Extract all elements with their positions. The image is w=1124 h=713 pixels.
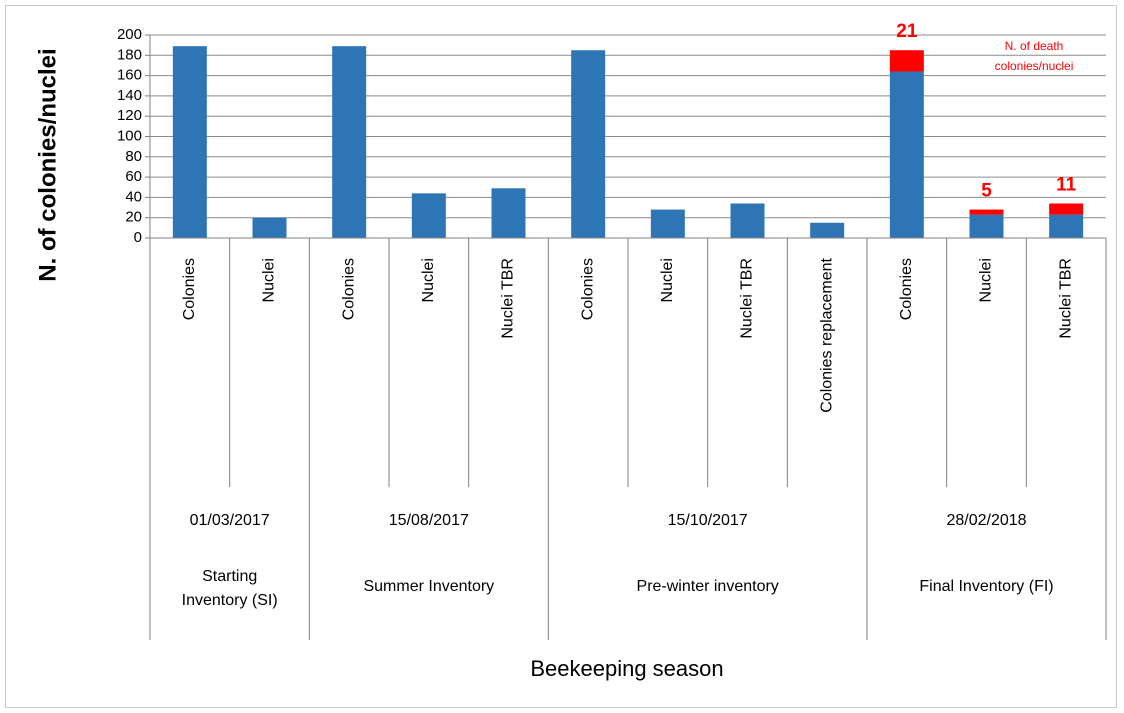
- group-date: 01/03/2017: [190, 512, 270, 529]
- bar-base: [491, 188, 526, 238]
- bar-base: [571, 50, 606, 238]
- bar-base: [332, 46, 367, 238]
- category-label: Nuclei TBR: [1057, 258, 1074, 339]
- bar-base: [810, 222, 845, 238]
- bar-deaths: [1049, 203, 1084, 215]
- bar-base: [252, 217, 287, 238]
- y-tick-label: 140: [117, 87, 142, 104]
- group-name: Final Inventory (FI): [919, 578, 1053, 595]
- group-date: 28/02/2018: [946, 512, 1026, 529]
- category-label: Colonies replacement: [818, 257, 835, 412]
- category-label: Colonies: [579, 258, 596, 320]
- y-tick-label: 180: [117, 46, 142, 63]
- bar-base: [730, 203, 765, 238]
- bar-base: [411, 193, 446, 238]
- group-name: Summer Inventory: [363, 578, 494, 595]
- y-axis-label: N. of colonies/nuclei: [34, 48, 61, 281]
- y-tick-label: 160: [117, 67, 142, 84]
- bar-deaths: [889, 50, 924, 72]
- data-label: 11: [1056, 175, 1077, 196]
- category-label: Colonies: [898, 258, 915, 320]
- bar-base: [650, 209, 685, 238]
- gridlines: [150, 34, 1106, 219]
- y-tick-labels: 0 20 40 60 80 100 120 140 160 180 200: [117, 26, 142, 246]
- y-tick-label: 60: [125, 168, 142, 185]
- x-axis-label: Beekeeping season: [530, 656, 723, 681]
- chart-frame: [5, 5, 1117, 708]
- y-tick-label: 200: [117, 26, 142, 43]
- group-name: Inventory (SI): [182, 592, 278, 609]
- y-tick-label: 0: [134, 229, 142, 246]
- y-tick-label: 100: [117, 127, 142, 144]
- category-label: Nuclei: [261, 258, 278, 302]
- bar-base: [969, 214, 1004, 238]
- category-label: Colonies: [340, 258, 357, 320]
- bar-base: [889, 71, 924, 238]
- data-label: 5: [981, 181, 992, 202]
- group-date: 15/08/2017: [389, 512, 469, 529]
- category-label: Nuclei: [659, 258, 676, 302]
- category-label: Nuclei: [978, 258, 995, 302]
- bar-base: [1049, 214, 1084, 238]
- deaths-annotation-line-2: colonies/nuclei: [995, 59, 1074, 73]
- bars: [172, 46, 1084, 238]
- category-labels: Colonies Nuclei Colonies Nuclei Nuclei TBR Co…: [181, 257, 1074, 412]
- axes: [145, 34, 1107, 640]
- y-tick-label: 40: [125, 188, 142, 205]
- category-label: Nuclei: [420, 258, 437, 302]
- group-date: 15/10/2017: [668, 512, 748, 529]
- data-labels: 21 5 11: [896, 21, 1076, 201]
- category-label: Nuclei TBR: [739, 258, 756, 339]
- bar-base: [172, 46, 207, 238]
- y-tick-label: 20: [125, 209, 142, 226]
- group-name: Starting: [202, 568, 257, 585]
- group-name: Pre-winter inventory: [637, 578, 779, 595]
- category-label: Colonies: [181, 258, 198, 320]
- y-tick-label: 120: [117, 107, 142, 124]
- bar-deaths: [969, 209, 1004, 215]
- category-label: Nuclei TBR: [500, 258, 517, 339]
- data-label: 21: [896, 21, 918, 42]
- deaths-annotation-line-1: N. of death: [1005, 39, 1064, 53]
- group-labels: 01/03/2017 Starting Inventory (SI) 15/08/20…: [182, 512, 1054, 609]
- y-tick-label: 80: [125, 148, 142, 165]
